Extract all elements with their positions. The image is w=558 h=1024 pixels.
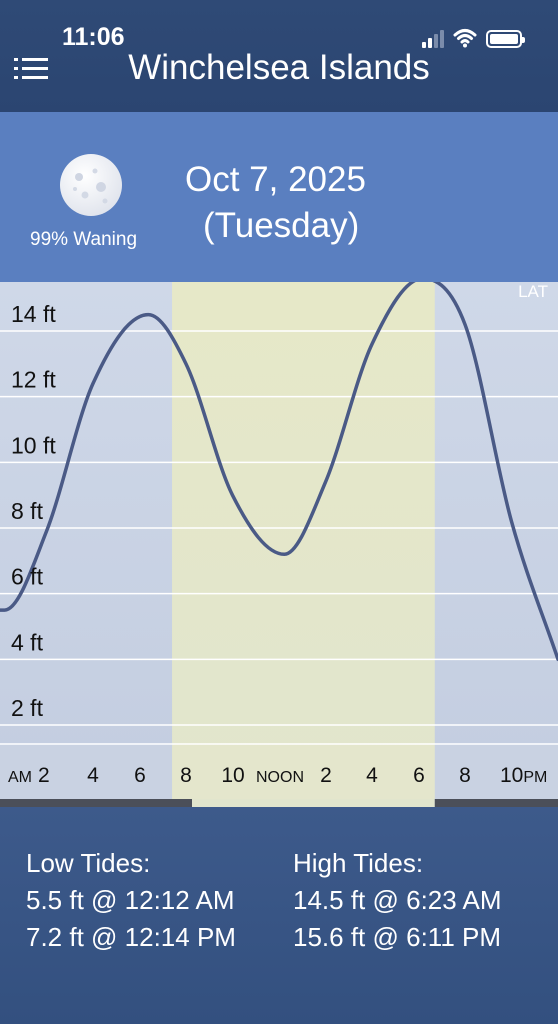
x-tick-label: 6 <box>134 764 146 787</box>
x-tick-label: 2 <box>320 764 332 787</box>
y-tick-label: 6 ft <box>11 564 44 590</box>
night-bar-right <box>434 799 558 807</box>
battery-icon <box>486 30 525 48</box>
low-tide-2: 7.2 ft @ 12:14 PM <box>26 922 236 952</box>
x-tick-label: 10 <box>221 764 244 787</box>
high-tides-title: High Tides: <box>293 848 424 878</box>
tide-summary-panel <box>0 807 558 1024</box>
x-axis-labels: AM 2 4 6 8 10 NOON 2 4 6 8 10PM <box>8 764 547 787</box>
y-tick-label: 4 ft <box>11 629 44 655</box>
tide-curve-line <box>0 282 558 662</box>
status-icons <box>422 26 525 48</box>
menu-button[interactable] <box>14 56 50 82</box>
page-title: Winchelsea Islands <box>128 48 430 87</box>
high-tide-2: 15.6 ft @ 6:11 PM <box>293 922 502 952</box>
low-tides-title: Low Tides: <box>26 848 151 878</box>
x-tick-label: 6 <box>413 764 425 787</box>
datum-label: LAT <box>518 282 548 301</box>
daylight-band <box>172 282 435 807</box>
y-axis-labels: 2 ft 4 ft 6 ft 8 ft 10 ft 12 ft 14 ft <box>11 301 56 721</box>
x-axis-day-strip <box>172 745 435 799</box>
x-tick-label: 8 <box>180 764 192 787</box>
y-tick-label: 14 ft <box>11 301 56 327</box>
header-bar: 11:06 Winchelsea Islands <box>0 0 558 112</box>
x-tick-label: 4 <box>366 764 378 787</box>
x-tick-label: NOON <box>256 769 304 786</box>
x-tick-label: 8 <box>459 764 471 787</box>
low-tide-1: 5.5 ft @ 12:12 AM <box>26 885 235 915</box>
x-tick-label: 10PM <box>500 764 547 787</box>
high-tide-1: 14.5 ft @ 6:23 AM <box>293 885 502 915</box>
status-time: 11:06 <box>62 23 125 51</box>
gridlines <box>0 330 558 745</box>
menu-icon <box>14 58 48 61</box>
moon-phase-label: 99% Waning <box>30 229 138 250</box>
y-tick-label: 8 ft <box>11 498 44 524</box>
y-tick-label: 10 ft <box>11 432 56 458</box>
weekday-label: (Tuesday) <box>203 206 360 245</box>
tide-chart[interactable]: 2 ft 4 ft 6 ft 8 ft 10 ft 12 ft 14 ft LAT AM 2 4… <box>0 282 558 807</box>
y-tick-label: 12 ft <box>11 367 56 393</box>
signal-icon <box>422 30 444 48</box>
moon-icon <box>60 154 122 216</box>
y-tick-label: 2 ft <box>11 695 44 721</box>
date-label: Oct 7, 2025 <box>185 160 366 199</box>
wifi-icon <box>453 29 477 48</box>
x-tick-label: 4 <box>87 764 99 787</box>
night-bar-left <box>0 799 192 807</box>
x-tick-label: AM 2 <box>8 764 50 787</box>
